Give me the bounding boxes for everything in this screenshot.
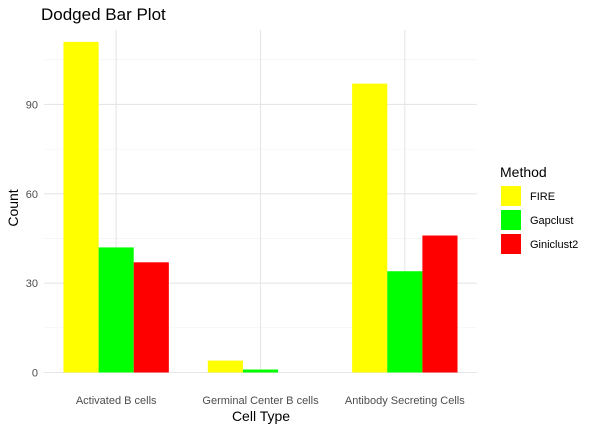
- legend-swatch-fire: [501, 186, 521, 206]
- x-tick-label: Activated B cells: [76, 395, 157, 407]
- legend-label-giniclust2: Giniclust2: [530, 239, 578, 251]
- x-axis-ticks: Activated B cells Germinal Center B cells…: [76, 395, 465, 407]
- bar-fire-1: [63, 41, 99, 373]
- y-tick-label: 0: [32, 368, 38, 380]
- legend-swatch-giniclust2: [501, 234, 521, 254]
- y-tick-label: 90: [26, 99, 38, 111]
- x-axis-title: Cell Type: [232, 408, 290, 424]
- x-tick-label: Antibody Secreting Cells: [345, 395, 465, 407]
- y-axis-ticks: 0 30 60 90: [26, 99, 38, 379]
- bar-gapclust-3: [387, 271, 423, 373]
- bar-giniclust2-3: [422, 235, 458, 373]
- y-tick-label: 30: [26, 278, 38, 290]
- x-tick-label: Germinal Center B cells: [202, 395, 319, 407]
- legend-label-gapclust: Gapclust: [530, 215, 573, 227]
- y-axis-title: Count: [5, 189, 21, 226]
- legend-title: Method: [500, 164, 547, 180]
- bar-gapclust-1: [98, 247, 134, 373]
- legend-items: FIRE Gapclust Giniclust2: [501, 186, 578, 254]
- bar-fire-2: [207, 360, 243, 373]
- legend-label-fire: FIRE: [530, 191, 555, 203]
- y-tick-label: 60: [26, 189, 38, 201]
- bar-gapclust-2: [242, 369, 279, 373]
- bar-giniclust2-1: [133, 262, 169, 373]
- legend-swatch-gapclust: [501, 210, 521, 230]
- bar-fire-3: [352, 83, 388, 373]
- legend: Method FIRE Gapclust Giniclust2: [500, 164, 578, 254]
- bars: [63, 41, 458, 373]
- chart-title: Dodged Bar Plot: [41, 5, 166, 24]
